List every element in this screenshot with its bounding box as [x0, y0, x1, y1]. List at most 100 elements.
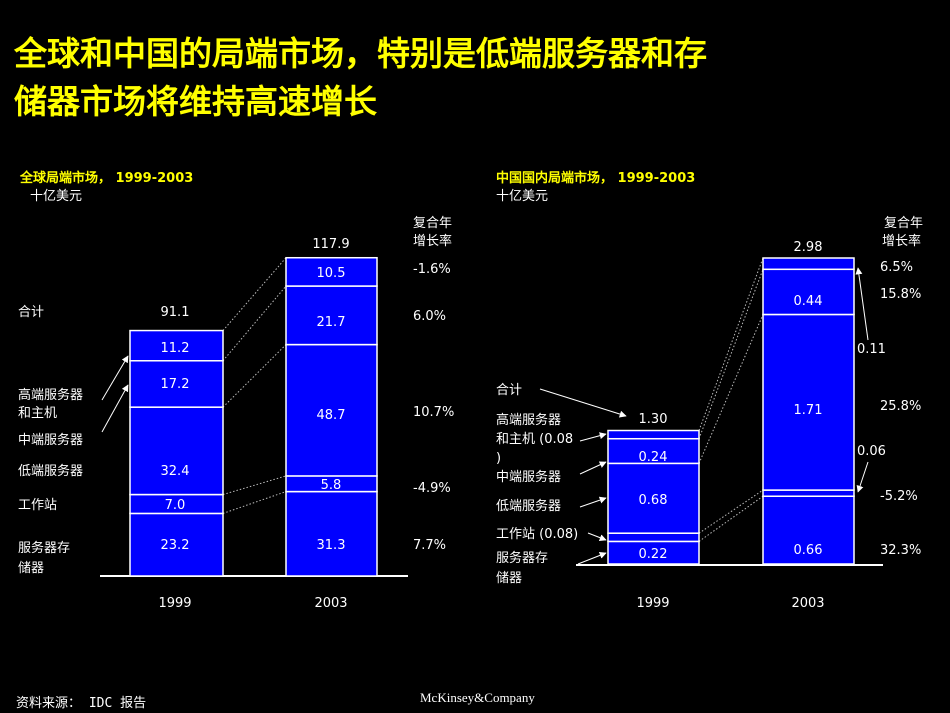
- china-legend-high-end-3: ): [496, 451, 501, 466]
- global-cagr-header-line-2: 增长率: [413, 233, 452, 249]
- global-label-1999-low-end: 32.4: [161, 464, 190, 479]
- china-cagr-low-end: 25.8%: [880, 399, 921, 414]
- connector-line: [698, 257, 764, 431]
- china-label-2003-low-end: 1.71: [794, 403, 823, 418]
- china-cagr-mid-range: 15.8%: [880, 287, 921, 302]
- china-xtick-2003: 2003: [791, 596, 824, 611]
- global-label-2003-low-end: 48.7: [317, 408, 346, 423]
- china-total-1999: 1.30: [639, 412, 668, 427]
- global-arrow-mid-range: [101, 384, 129, 433]
- china-cagr-storage: 32.3%: [880, 543, 921, 558]
- china-connector-lines: [698, 257, 764, 542]
- page-title: 全球和中国的局端市场，特别是低端服务器和存 储器市场将维持高速增长: [14, 30, 934, 126]
- global-label-2003-workstation: 5.8: [321, 478, 342, 493]
- global-bar-2003-low-end: [285, 343, 378, 477]
- company-logo: McKinsey&Company: [420, 690, 535, 705]
- china-label-2003-high-end: 0.11: [857, 342, 886, 357]
- global-total-1999: 91.1: [161, 305, 190, 320]
- china-arrow-storage: [577, 552, 607, 565]
- global-bar-2003-storage: [285, 490, 378, 577]
- china-xtick-1999: 1999: [636, 596, 669, 611]
- connector-line: [222, 257, 287, 331]
- china-cagr-header-line-2: 增长率: [882, 233, 921, 249]
- global-chart-unit: 十亿美元: [30, 189, 82, 204]
- connector-line: [698, 269, 764, 439]
- china-bar-1999-high-end: [607, 429, 700, 440]
- china-label-2003-workstation: 0.06: [857, 444, 886, 459]
- connector-line: [698, 495, 764, 542]
- china-arrow-high-end: [579, 432, 607, 442]
- global-bar-1999-storage: [129, 512, 224, 577]
- global-cagr-storage: 7.7%: [413, 538, 446, 553]
- china-arrow-total: [539, 388, 627, 418]
- china-legend-mid-range: 中端服务器: [496, 469, 561, 485]
- global-xtick-1999: 1999: [158, 596, 191, 611]
- global-cagr-high-end: -1.6%: [413, 262, 451, 277]
- china-market-chart: 中国国内局端市场， 1999-2003 十亿美元 复合年 增长率 0.22 0.…: [496, 170, 923, 611]
- connector-line: [222, 475, 287, 496]
- china-cagr-header-line-1: 复合年: [884, 216, 923, 231]
- global-legend-workstation: 工作站: [18, 498, 57, 513]
- page-title-line-2: 储器市场将维持高速增长: [14, 82, 377, 121]
- global-legend-mid-range: 中端服务器: [18, 432, 83, 448]
- global-label-1999-mid-range: 17.2: [161, 377, 190, 392]
- china-bar-2003-high-end: [762, 257, 855, 271]
- global-bar-1999-low-end: [129, 406, 224, 496]
- china-bar-1999-mid-range: [607, 437, 700, 465]
- global-connector-lines: [222, 257, 287, 514]
- global-chart-title: 全球局端市场， 1999-2003: [19, 170, 193, 186]
- connector-line: [222, 285, 287, 362]
- china-legend-high-end-1: 高端服务器: [496, 412, 561, 428]
- global-label-2003-storage: 31.3: [317, 538, 346, 553]
- connector-line: [222, 491, 287, 514]
- global-label-2003-mid-range: 21.7: [317, 315, 346, 330]
- china-bar-1999-workstation: [607, 532, 700, 543]
- global-arrow-high-end: [101, 355, 129, 401]
- china-bar-2003-workstation: [762, 489, 855, 497]
- source-note: 资料来源： IDC 报告: [16, 696, 147, 711]
- page-title-line-1: 全球和中国的局端市场，特别是低端服务器和存: [14, 34, 707, 73]
- global-cagr-header-line-1: 复合年: [413, 216, 452, 231]
- china-legend-high-end-2: 和主机 (0.08: [496, 432, 573, 447]
- china-arrow-mid-range: [579, 461, 607, 475]
- global-cagr-workstation: -4.9%: [413, 481, 451, 496]
- china-bar-2003-low-end: [762, 313, 855, 491]
- global-cagr-mid-range: 6.0%: [413, 309, 446, 324]
- china-arrow-2003-high-end: [855, 267, 869, 341]
- global-legend-storage-1: 服务器存: [18, 540, 70, 556]
- china-cagr-high-end: 6.5%: [880, 260, 913, 275]
- global-xtick-2003: 2003: [314, 596, 347, 611]
- china-total-2003: 2.98: [794, 240, 823, 255]
- global-legend-high-end-2: 和主机: [18, 406, 57, 421]
- china-label-2003-mid-range: 0.44: [794, 294, 823, 309]
- global-total-2003: 117.9: [312, 237, 349, 252]
- global-cagr-low-end: 10.7%: [413, 405, 454, 420]
- connector-line: [698, 489, 764, 534]
- global-bar-1999-high-end: [129, 329, 224, 362]
- global-label-1999-high-end: 11.2: [161, 341, 190, 356]
- global-bar-2003-mid-range: [285, 285, 378, 346]
- china-label-1999-low-end: 0.68: [639, 493, 668, 508]
- global-legend-low-end: 低端服务器: [18, 463, 83, 479]
- china-cagr-workstation: -5.2%: [880, 489, 918, 504]
- connector-line: [698, 314, 764, 464]
- global-market-chart: 全球局端市场， 1999-2003 十亿美元 复合年 增长率 23.2 7.0 …: [18, 170, 454, 611]
- global-total-label: 合计: [18, 305, 44, 320]
- china-legend-storage-1: 服务器存: [496, 550, 548, 566]
- global-legend-storage-2: 储器: [18, 561, 44, 576]
- china-legend-storage-2: 储器: [496, 571, 522, 586]
- china-chart-title: 中国国内局端市场， 1999-2003: [496, 170, 695, 186]
- global-label-1999-storage: 23.2: [161, 538, 190, 553]
- china-legend-low-end: 低端服务器: [496, 498, 561, 514]
- china-arrow-2003-workstation: [856, 461, 869, 493]
- connector-line: [222, 344, 287, 408]
- china-chart-unit: 十亿美元: [496, 189, 548, 204]
- china-label-1999-mid-range: 0.24: [639, 450, 668, 465]
- china-total-label: 合计: [496, 383, 522, 398]
- china-legend-workstation: 工作站 (0.08): [496, 527, 578, 542]
- global-label-2003-high-end: 10.5: [317, 266, 346, 281]
- global-bar-2003-high-end: [285, 256, 378, 287]
- china-label-2003-storage: 0.66: [794, 543, 823, 558]
- china-label-1999-storage: 0.22: [639, 547, 668, 562]
